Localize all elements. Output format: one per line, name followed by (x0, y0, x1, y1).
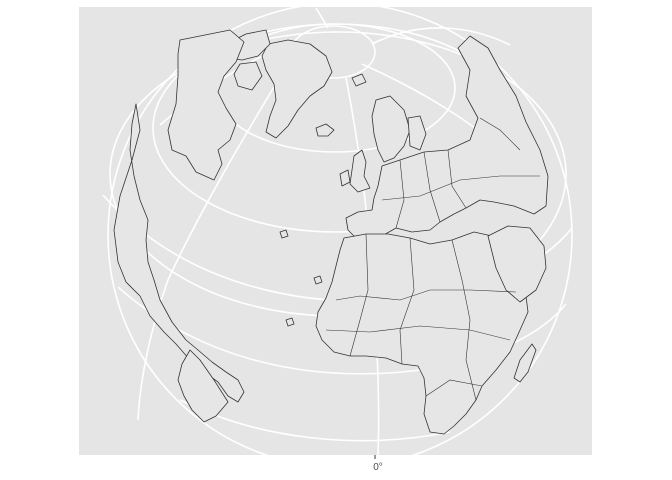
atlantic-island (313, 275, 323, 285)
globe-outline (107, 7, 573, 455)
meridian-line (137, 43, 301, 421)
scandinavia (371, 95, 411, 163)
atlantic-island (279, 229, 289, 239)
arctic-islands (233, 61, 263, 91)
north-america (177, 349, 229, 423)
north-america (113, 103, 245, 403)
land-masses (113, 29, 549, 435)
ireland (339, 169, 351, 187)
country-borders (325, 117, 540, 401)
x-axis-tick-label: 0° (373, 462, 383, 473)
great-britain (349, 149, 371, 193)
europe-russia (345, 35, 549, 241)
africa (315, 231, 529, 435)
meridian-line (371, 27, 511, 46)
east-africa-coast (513, 343, 537, 383)
greenland (261, 39, 333, 139)
meridian-line (315, 7, 329, 29)
latitude-line (117, 286, 567, 375)
iceland (315, 123, 335, 137)
arabian-peninsula (487, 225, 547, 303)
finland (407, 115, 427, 151)
atlantic-island (285, 317, 295, 327)
svalbard (351, 73, 367, 87)
north-america (167, 29, 245, 181)
